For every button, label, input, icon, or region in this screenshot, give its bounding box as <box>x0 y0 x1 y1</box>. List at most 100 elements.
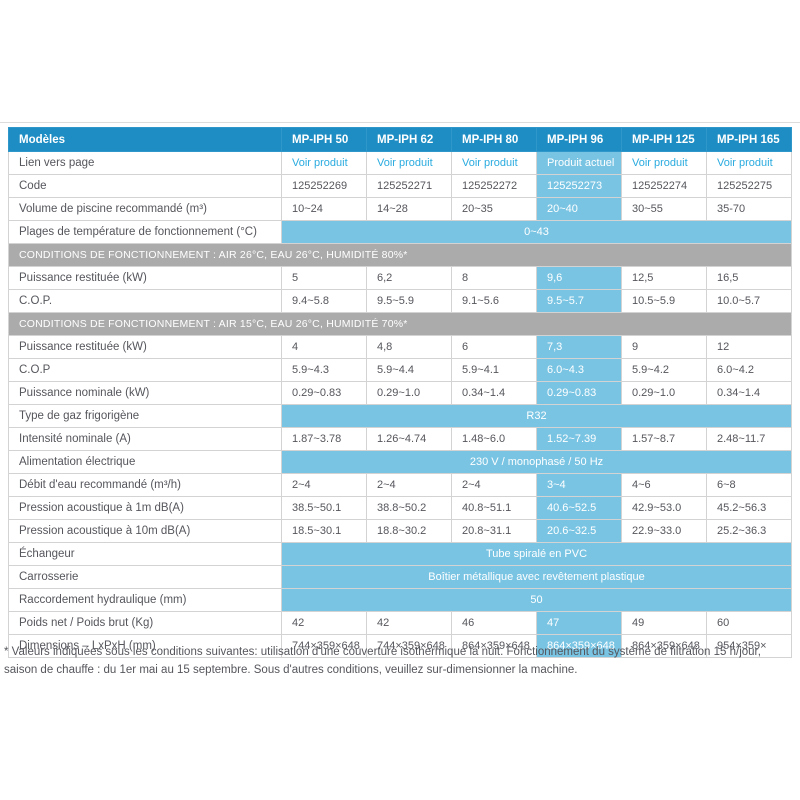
value-cell-mp-iph-125: 42.9~53.0 <box>621 496 707 520</box>
value-cell-mp-iph-62: 1.26~4.74 <box>366 427 452 451</box>
value-cell-mp-iph-125: 1.57~8.7 <box>621 427 707 451</box>
value-cell-mp-iph-50: 744×359×648 <box>281 634 367 658</box>
row-label-changeur: Échangeur <box>8 542 282 566</box>
row-label-dimensions-lxpxh-mm: Dimensions – LxPxH (mm) <box>8 634 282 658</box>
table-row: Puissance nominale (kW) 0.29~0.83 0.29~1.0… <box>8 381 792 405</box>
value-cell-mp-iph-50: 18.5~30.1 <box>281 519 367 543</box>
row-label-d-bit-d-eau-recommand-m-h: Débit d'eau recommandé (m³/h) <box>8 473 282 497</box>
value-cell-mp-iph-80: 20.8~31.1 <box>451 519 537 543</box>
row-label-c-o-p: C.O.P. <box>8 289 282 313</box>
voir-produit-link-mp-iph-80[interactable]: Voir produit <box>462 157 518 169</box>
voir-produit-link-mp-iph-125[interactable]: Voir produit <box>632 157 688 169</box>
voir-produit-link-mp-iph-62[interactable]: Voir produit <box>377 157 433 169</box>
value-cell-mp-iph-165: 10.0~5.7 <box>706 289 792 313</box>
value-cell-mp-iph-50: 42 <box>281 611 367 635</box>
link-cell[interactable]: Voir produit <box>451 151 537 175</box>
column-header-mp-iph-80: MP-IPH 80 <box>451 127 537 152</box>
table-row: Lien vers page Voir produit Voir produit Vo… <box>8 151 792 175</box>
spec-table: Modèles MP-IPH 50 MP-IPH 62 MP-IPH 80 MP-IPH… <box>8 127 792 658</box>
table-row: Échangeur Tube spiralé en PVC <box>8 542 792 566</box>
value-cell-mp-iph-50: 5.9~4.3 <box>281 358 367 382</box>
value-cell-mp-iph-125: 9 <box>621 335 707 359</box>
value-cell-mp-iph-62: 18.8~30.2 <box>366 519 452 543</box>
value-cell-mp-iph-125: 0.29~1.0 <box>621 381 707 405</box>
value-cell-mp-iph-62: 38.8~50.2 <box>366 496 452 520</box>
value-cell-mp-iph-96: 7,3 <box>536 335 622 359</box>
link-cell[interactable]: Voir produit <box>366 151 452 175</box>
row-label-poids-net-poids-brut-kg: Poids net / Poids brut (Kg) <box>8 611 282 635</box>
row-label-pression-acoustique-10m-db-a: Pression acoustique à 10m dB(A) <box>8 519 282 543</box>
value-cell-mp-iph-96: 125252273 <box>536 174 622 198</box>
row-label-puissance-nominale-kw: Puissance nominale (kW) <box>8 381 282 405</box>
table-row: Volume de piscine recommandé (m³) 10~24 14… <box>8 197 792 221</box>
table-row: Poids net / Poids brut (Kg) 42 42 46 47 49 60 <box>8 611 792 635</box>
value-cell-mp-iph-62: 0.29~1.0 <box>366 381 452 405</box>
value-cell-mp-iph-50: 125252269 <box>281 174 367 198</box>
section-header: CONDITIONS DE FONCTIONNEMENT : AIR 26°C,… <box>8 243 792 267</box>
value-cell-mp-iph-80: 46 <box>451 611 537 635</box>
table-row: Code 125252269 125252271 125252272 125252273… <box>8 174 792 198</box>
column-header-mp-iph-165: MP-IPH 165 <box>706 127 792 152</box>
table-body: Lien vers page Voir produit Voir produit Vo… <box>8 151 792 658</box>
value-cell-mp-iph-165: 2.48~11.7 <box>706 427 792 451</box>
table-row: Type de gaz frigorigène R32 <box>8 404 792 428</box>
value-cell-mp-iph-165: 125252275 <box>706 174 792 198</box>
value-cell-mp-iph-125: 5.9~4.2 <box>621 358 707 382</box>
value-cell-mp-iph-80: 0.34~1.4 <box>451 381 537 405</box>
row-label-puissance-restitu-e-kw: Puissance restituée (kW) <box>8 266 282 290</box>
value-cell-mp-iph-125: 4~6 <box>621 473 707 497</box>
value-cell-mp-iph-165: 0.34~1.4 <box>706 381 792 405</box>
row-label-plages-de-temp-rature-de-fonctionnement-c: Plages de température de fonctionnement … <box>8 220 282 244</box>
value-cell-mp-iph-96: 6.0~4.3 <box>536 358 622 382</box>
voir-produit-link-mp-iph-50[interactable]: Voir produit <box>292 157 348 169</box>
header-row: Modèles MP-IPH 50 MP-IPH 62 MP-IPH 80 MP-IPH… <box>8 127 792 152</box>
value-cell-mp-iph-80: 9.1~5.6 <box>451 289 537 313</box>
table-row: Raccordement hydraulique (mm) 50 <box>8 588 792 612</box>
row-label-puissance-restitu-e-kw: Puissance restituée (kW) <box>8 335 282 359</box>
row-label-c-o-p: C.O.P <box>8 358 282 382</box>
voir-produit-link-mp-iph-165[interactable]: Voir produit <box>717 157 773 169</box>
table-row: Dimensions – LxPxH (mm) 744×359×648 744×35… <box>8 634 792 658</box>
row-label-intensit-nominale-a: Intensité nominale (A) <box>8 427 282 451</box>
link-cell[interactable]: Voir produit <box>281 151 367 175</box>
merged-value-cell: R32 <box>281 404 792 428</box>
value-cell-mp-iph-96: 9.5~5.7 <box>536 289 622 313</box>
table-row: Carrosserie Boîtier métallique avec revêt… <box>8 565 792 589</box>
value-cell-mp-iph-96: 40.6~52.5 <box>536 496 622 520</box>
value-cell-mp-iph-165: 6.0~4.2 <box>706 358 792 382</box>
value-cell-mp-iph-125: 125252274 <box>621 174 707 198</box>
column-header-mp-iph-62: MP-IPH 62 <box>366 127 452 152</box>
row-label-carrosserie: Carrosserie <box>8 565 282 589</box>
value-cell-mp-iph-50: 9.4~5.8 <box>281 289 367 313</box>
table-row: Débit d'eau recommandé (m³/h) 2~4 2~4 2~4 3~… <box>8 473 792 497</box>
value-cell-mp-iph-80: 125252272 <box>451 174 537 198</box>
value-cell-mp-iph-96: 20~40 <box>536 197 622 221</box>
link-cell[interactable]: Voir produit <box>621 151 707 175</box>
value-cell-mp-iph-80: 5.9~4.1 <box>451 358 537 382</box>
column-header-mp-iph-125: MP-IPH 125 <box>621 127 707 152</box>
models-header: Modèles <box>8 127 282 152</box>
value-cell-mp-iph-80: 40.8~51.1 <box>451 496 537 520</box>
table-row: CONDITIONS DE FONCTIONNEMENT : AIR 15°C,… <box>8 312 792 336</box>
row-label-code: Code <box>8 174 282 198</box>
row-label-volume-de-piscine-recommand-m: Volume de piscine recommandé (m³) <box>8 197 282 221</box>
value-cell-mp-iph-125: 30~55 <box>621 197 707 221</box>
value-cell-mp-iph-50: 1.87~3.78 <box>281 427 367 451</box>
value-cell-mp-iph-96: 9,6 <box>536 266 622 290</box>
merged-value-cell: Boîtier métallique avec revêtement plast… <box>281 565 792 589</box>
table-header: Modèles MP-IPH 50 MP-IPH 62 MP-IPH 80 MP-IPH… <box>8 127 792 152</box>
table-row: Puissance restituée (kW) 5 6,2 8 9,6 12,5 16,5 <box>8 266 792 290</box>
value-cell-mp-iph-96: 47 <box>536 611 622 635</box>
value-cell-mp-iph-80: 864×359×648 <box>451 634 537 658</box>
value-cell-mp-iph-125: 49 <box>621 611 707 635</box>
row-label-pression-acoustique-1m-db-a: Pression acoustique à 1m dB(A) <box>8 496 282 520</box>
value-cell-mp-iph-80: 1.48~6.0 <box>451 427 537 451</box>
footnote: * Valeurs indiquées sous les conditions … <box>4 646 761 676</box>
merged-value-cell: Tube spiralé en PVC <box>281 542 792 566</box>
produit-actuel-badge: Produit actuel <box>536 151 622 175</box>
value-cell-mp-iph-62: 6,2 <box>366 266 452 290</box>
merged-value-cell: 230 V / monophasé / 50 Hz <box>281 450 792 474</box>
link-cell[interactable]: Voir produit <box>706 151 792 175</box>
value-cell-mp-iph-165: 12 <box>706 335 792 359</box>
table-row: Plages de température de fonctionnement … <box>8 220 792 244</box>
